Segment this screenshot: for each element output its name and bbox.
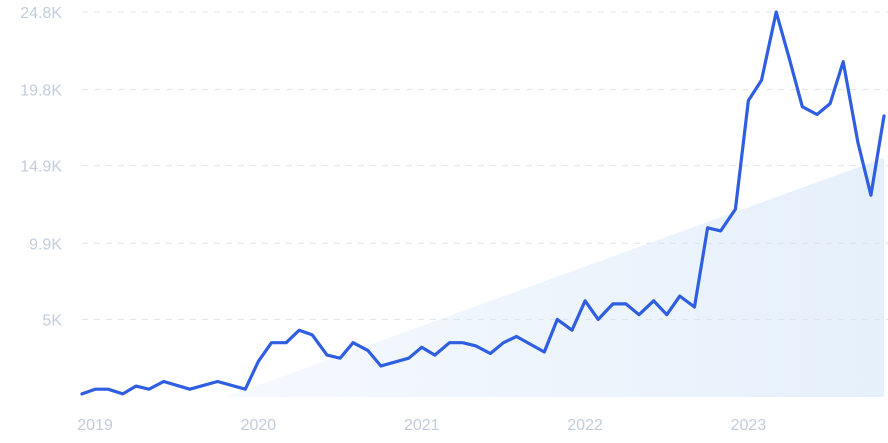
data-point <box>747 99 750 102</box>
data-point <box>828 102 832 105</box>
data-point <box>543 350 546 354</box>
data-point <box>162 380 165 383</box>
y-tick-label: 24.8K <box>20 5 62 22</box>
data-point <box>420 346 423 349</box>
data-point <box>474 344 477 347</box>
data-point <box>788 57 791 60</box>
data-point <box>842 60 845 63</box>
data-point <box>351 341 355 344</box>
data-point <box>502 341 505 344</box>
data-point <box>270 341 273 344</box>
x-tick-label: 2021 <box>404 417 440 434</box>
data-point <box>882 114 886 118</box>
data-point <box>637 313 641 316</box>
data-point <box>869 194 873 197</box>
data-point <box>93 388 97 391</box>
data-point <box>433 353 436 357</box>
trend-area-layer <box>225 157 884 397</box>
data-point <box>583 299 587 302</box>
data-point <box>775 10 778 14</box>
data-point <box>461 341 464 344</box>
y-tick-label: 19.8K <box>20 83 62 100</box>
data-point <box>719 229 722 233</box>
data-point <box>298 329 301 332</box>
x-axis-ticks: 2019 2020 2021 2022 2023 <box>77 417 766 434</box>
series-layer <box>80 10 886 396</box>
x-tick-label: 2020 <box>241 417 277 434</box>
data-point <box>760 79 763 82</box>
data-point <box>244 388 247 391</box>
data-point <box>366 349 369 352</box>
y-tick-label: 9.9K <box>29 236 62 253</box>
data-point <box>665 313 668 316</box>
data-point <box>856 141 860 144</box>
data-point <box>815 113 819 116</box>
y-tick-label: 14.9K <box>20 159 62 176</box>
trend-area <box>225 157 884 397</box>
data-point <box>257 360 260 363</box>
data-point <box>597 318 600 321</box>
x-tick-label: 2019 <box>77 417 113 434</box>
data-point <box>556 318 559 321</box>
data-point <box>515 335 518 338</box>
data-point <box>611 302 615 306</box>
data-point <box>285 341 288 344</box>
data-point <box>311 333 314 337</box>
data-point <box>448 341 451 344</box>
data-point <box>80 392 84 396</box>
data-point <box>188 388 191 391</box>
data-point <box>678 294 681 298</box>
data-point <box>624 302 628 306</box>
data-point <box>338 357 342 360</box>
data-point <box>489 352 492 355</box>
data-point <box>570 329 574 332</box>
data-point <box>379 364 383 368</box>
data-point <box>706 226 709 229</box>
data-point <box>325 353 329 357</box>
data-point <box>147 388 151 391</box>
gridlines <box>82 11 888 320</box>
data-point <box>121 392 125 396</box>
data-point <box>693 305 696 309</box>
x-tick-label: 2023 <box>731 417 767 434</box>
x-tick-label: 2022 <box>567 417 603 434</box>
y-axis-ticks: 5K 9.9K 14.9K 19.8K 24.8K <box>20 5 62 329</box>
data-point <box>801 105 804 108</box>
data-point <box>407 357 410 360</box>
data-point <box>734 208 737 211</box>
data-point <box>216 380 219 383</box>
y-tick-label: 5K <box>42 312 62 329</box>
data-point <box>134 384 138 388</box>
data-point <box>652 299 655 302</box>
data-point <box>106 388 110 391</box>
